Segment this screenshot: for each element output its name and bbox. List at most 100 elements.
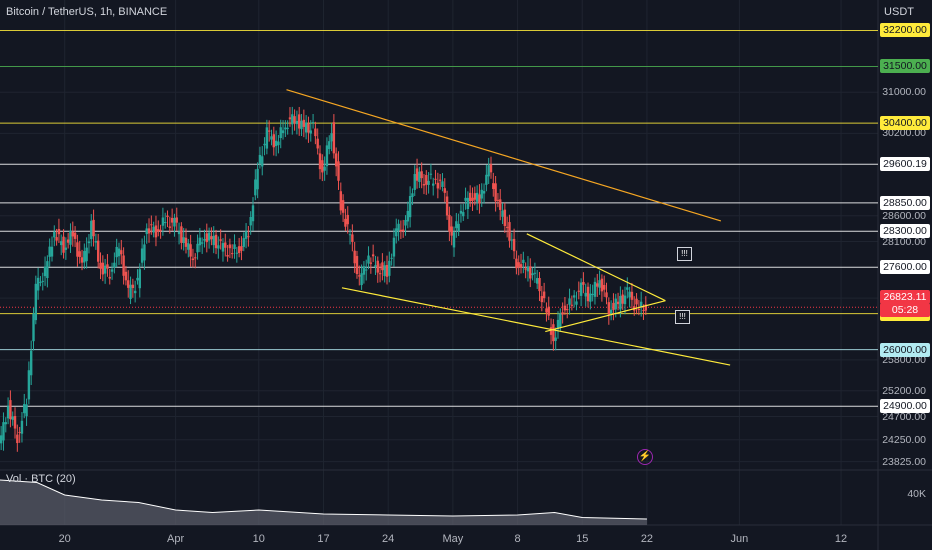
candle-body — [639, 301, 643, 307]
candle-body — [96, 240, 100, 262]
candle-body — [351, 234, 354, 242]
candle-body — [270, 136, 273, 140]
candle-body — [191, 258, 195, 261]
candle-body — [113, 262, 116, 268]
candle-body — [501, 210, 504, 217]
candle-body — [92, 219, 95, 237]
candle-body — [198, 237, 202, 246]
trendline — [545, 300, 666, 333]
candle-body — [36, 277, 40, 291]
candle-body — [152, 226, 155, 233]
candle-body — [325, 145, 329, 167]
alert-icon[interactable]: !!! — [677, 247, 692, 261]
candle-body — [334, 153, 338, 167]
candle-body — [291, 114, 294, 125]
candle-body — [635, 298, 638, 305]
candle-body — [66, 239, 70, 243]
candle-body — [196, 243, 199, 253]
candle-body — [240, 246, 243, 251]
trendline — [526, 233, 666, 302]
candle-body — [194, 257, 197, 259]
candle-body — [517, 262, 520, 268]
candle-body — [563, 305, 567, 311]
x-tick-label: 10 — [252, 533, 265, 545]
volume-axis-label: 40K — [907, 488, 926, 500]
candle-body — [367, 255, 370, 264]
candle-body — [131, 284, 135, 289]
candle-body — [187, 243, 190, 250]
candle-body — [427, 180, 430, 185]
candle-body — [637, 308, 641, 310]
candle-body — [94, 241, 98, 243]
candle-body — [436, 182, 440, 189]
candle-body — [272, 134, 275, 148]
candle-body — [429, 173, 433, 175]
lightning-icon[interactable]: ⚡ — [637, 449, 653, 465]
candle-body — [360, 273, 363, 286]
candle-body — [318, 153, 322, 170]
candle-body — [603, 284, 606, 290]
candle-body — [71, 231, 74, 237]
candle-body — [304, 122, 308, 133]
candle-body — [455, 221, 458, 229]
candle-body — [295, 120, 299, 125]
candle-body — [561, 312, 564, 315]
candle-body — [420, 171, 423, 179]
y-tick-label: 28100.00 — [882, 235, 926, 248]
candle-body — [286, 127, 289, 129]
candle-body — [607, 302, 611, 315]
candle-body — [471, 197, 474, 201]
candle-body — [605, 292, 608, 298]
x-tick-label: Apr — [167, 533, 185, 545]
x-tick-label: 22 — [640, 533, 654, 545]
candle-body — [265, 127, 269, 149]
alert-icon[interactable]: !!! — [675, 310, 690, 324]
candle-body — [78, 251, 81, 258]
candle-body — [619, 296, 622, 310]
candle-body — [150, 224, 153, 226]
candle-body — [524, 268, 527, 270]
candle-body — [309, 130, 312, 134]
candle-body — [110, 269, 114, 272]
candle-body — [129, 284, 132, 299]
candle-body — [397, 223, 400, 231]
candle-body — [321, 160, 324, 173]
candle-body — [231, 253, 234, 255]
price-level-tag: 31500.00 — [880, 59, 930, 74]
candle-body — [448, 214, 451, 232]
candle-body — [41, 280, 44, 282]
candle-body — [106, 264, 109, 269]
candle-body — [522, 259, 525, 264]
candle-body — [473, 193, 477, 200]
candle-body — [175, 217, 178, 223]
y-tick-label: 25800.00 — [882, 353, 926, 366]
candle-body — [496, 199, 500, 201]
candle-body — [235, 252, 239, 254]
x-tick-label: 8 — [514, 533, 521, 545]
candle-body — [249, 216, 252, 226]
candle-body — [145, 228, 148, 235]
price-level-tag: 26000.00 — [880, 342, 930, 357]
candle-body — [48, 246, 51, 257]
candle-body — [203, 239, 206, 241]
candle-body — [147, 228, 151, 234]
candle-body — [237, 246, 241, 254]
candle-body — [591, 293, 594, 295]
candle-body — [254, 179, 257, 196]
candle-body — [177, 231, 181, 235]
candle-body — [355, 256, 359, 275]
candle-body — [224, 242, 227, 248]
candle-body — [164, 222, 167, 224]
volume-indicator-label[interactable]: Vol · BTC (20) — [6, 473, 76, 485]
y-tick-label: 30200.00 — [882, 127, 926, 140]
candle-body — [83, 250, 86, 263]
candle-body — [376, 260, 379, 273]
candle-body — [133, 290, 137, 294]
candle-body — [378, 273, 382, 275]
candle-body — [108, 276, 111, 279]
candle-body — [117, 248, 121, 257]
candle-body — [16, 434, 19, 444]
candle-body — [0, 435, 3, 444]
candle-body — [99, 262, 102, 269]
